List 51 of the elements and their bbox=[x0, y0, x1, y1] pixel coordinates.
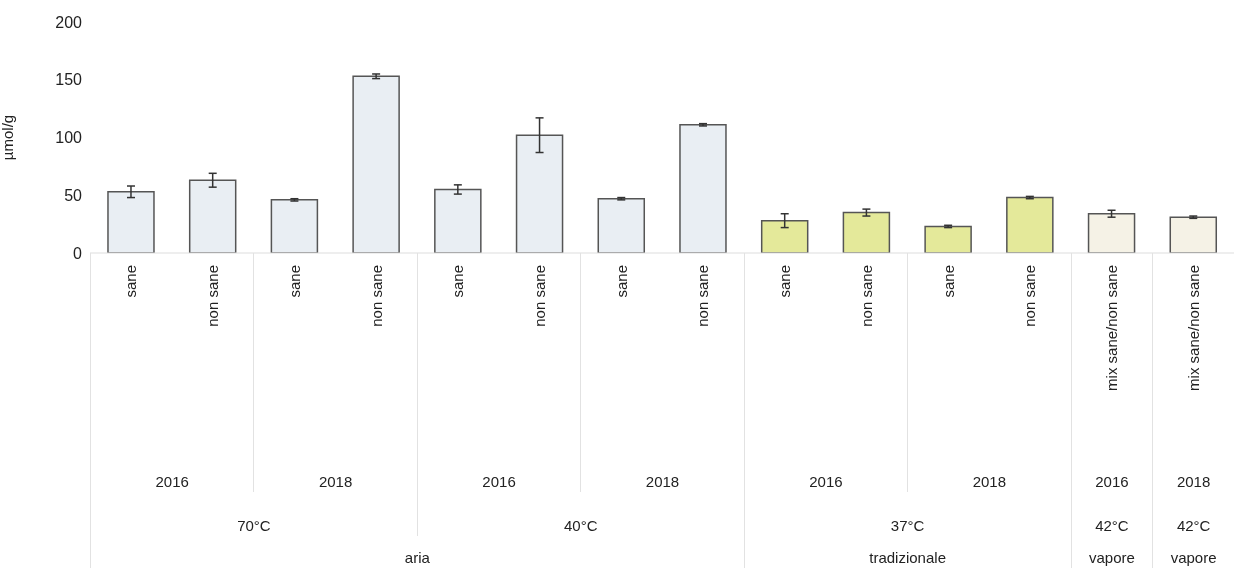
y-tick-label: 100 bbox=[55, 129, 83, 147]
x-tick-label: mix sane/non sane bbox=[1102, 265, 1120, 391]
text: 2016 bbox=[808, 473, 844, 490]
text: 2016 bbox=[1094, 473, 1130, 490]
bar bbox=[434, 188, 482, 253]
text: 2016 bbox=[154, 473, 190, 490]
text: vapore bbox=[1169, 549, 1218, 566]
text: vapore bbox=[1087, 549, 1136, 566]
bar bbox=[188, 179, 237, 253]
bar bbox=[352, 75, 400, 253]
x-tick-label: non sane bbox=[530, 265, 548, 327]
bar bbox=[924, 225, 972, 253]
y-tick-label: 0 bbox=[73, 244, 83, 262]
text: 42°C bbox=[1175, 517, 1212, 534]
x-tick-label: sane bbox=[285, 265, 303, 298]
x-tick-label: non sane bbox=[1021, 265, 1039, 327]
text: tradizionale bbox=[868, 549, 947, 566]
text: 2018 bbox=[644, 473, 681, 490]
bar bbox=[1169, 216, 1218, 253]
text: 40°C bbox=[563, 517, 599, 534]
x-tick-label: non sane bbox=[694, 265, 712, 327]
y-axis-title: µmol/g bbox=[0, 114, 17, 161]
bar bbox=[1006, 196, 1054, 253]
x-tick-label: mix sane/non sane bbox=[1184, 265, 1202, 391]
x-tick-label: sane bbox=[612, 265, 630, 298]
text: 70°C bbox=[236, 517, 272, 534]
bar bbox=[842, 211, 891, 253]
text: 2018 bbox=[317, 473, 354, 490]
y-tick-label: 200 bbox=[55, 13, 83, 31]
text: 2016 bbox=[481, 473, 517, 490]
text: 42°C bbox=[1094, 517, 1130, 534]
y-tick-label: 150 bbox=[55, 71, 83, 89]
x-tick-label: sane bbox=[122, 265, 140, 298]
bar bbox=[107, 191, 155, 253]
bar bbox=[515, 134, 564, 253]
x-tick-label: non sane bbox=[857, 265, 875, 327]
bar bbox=[679, 124, 727, 253]
x-tick-label: sane bbox=[449, 265, 467, 298]
x-tick-label: non sane bbox=[204, 265, 222, 327]
bar bbox=[760, 219, 809, 253]
x-tick-label: sane bbox=[939, 265, 957, 298]
bar bbox=[597, 197, 646, 253]
x-tick-label: sane bbox=[776, 265, 794, 298]
text: aria bbox=[403, 549, 431, 566]
bar bbox=[1087, 212, 1136, 253]
text: 2018 bbox=[1175, 473, 1212, 490]
y-tick-label: 50 bbox=[64, 186, 83, 204]
bar bbox=[270, 199, 319, 253]
text: 2018 bbox=[971, 473, 1008, 490]
x-tick-label: non sane bbox=[367, 265, 385, 327]
text: 37°C bbox=[889, 517, 926, 534]
